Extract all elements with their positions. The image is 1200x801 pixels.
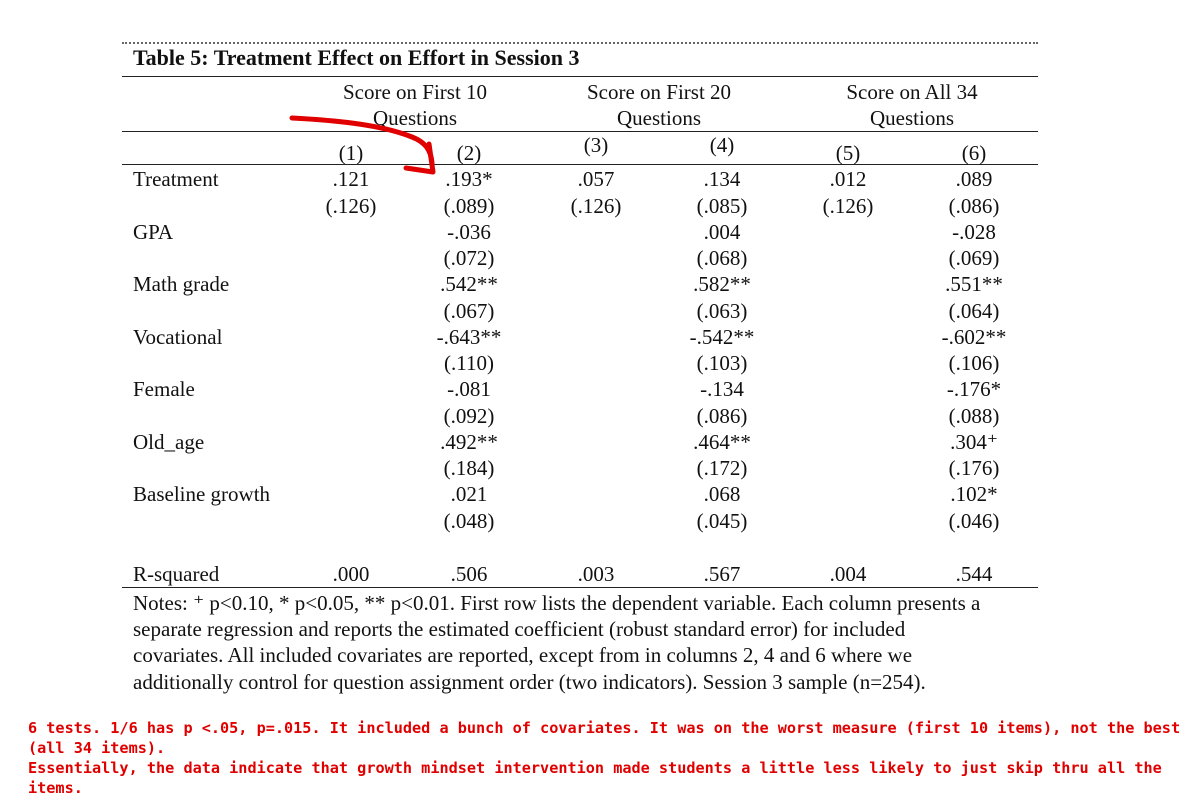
coefficient-cell: .068: [703, 482, 741, 506]
row-label: Math grade: [133, 272, 230, 296]
rsquared-value: .544: [955, 562, 993, 586]
group-header-rule: [122, 131, 1038, 132]
column-header-rule: [122, 164, 1038, 165]
standard-error-cell: (.068): [696, 246, 748, 270]
group-header-line2: Questions: [617, 106, 701, 130]
standard-error-cell: (.092): [443, 403, 495, 428]
coefficient-cell: .057: [577, 167, 615, 191]
column-number: (1): [338, 141, 364, 165]
title-rule: [122, 76, 1038, 77]
coefficient-cell: .021: [450, 482, 488, 506]
coefficient-cell: .121: [332, 167, 370, 191]
standard-error-cell: (.064): [948, 298, 1000, 323]
table-notes: Notes: ⁺ p<0.10, * p<0.05, ** p<0.01. Fi…: [133, 591, 981, 694]
standard-error-cell: (.176): [948, 456, 1000, 480]
rsquared-value: .003: [577, 562, 615, 586]
coefficient-cell: .464**: [693, 429, 751, 454]
standard-error-cell: (.048): [443, 508, 495, 533]
coefficient-cell: .134: [703, 167, 741, 191]
standard-error-cell: (.126): [822, 193, 874, 218]
coefficient-cell: .582**: [693, 272, 751, 296]
standard-error-cell: (.086): [696, 403, 748, 428]
coefficient-cell: -.542**: [689, 324, 755, 349]
coefficient-cell: .193*: [445, 167, 493, 191]
standard-error-cell: (.072): [443, 246, 495, 270]
top-dotted-rule: [122, 42, 1038, 44]
comment-line-2: Essentially, the data indicate that grow…: [28, 759, 1162, 797]
standard-error-cell: (.067): [443, 298, 495, 323]
standard-error-cell: (.069): [948, 246, 1000, 270]
row-label: Old_age: [133, 429, 205, 454]
bottom-rule: [122, 587, 1038, 588]
coefficient-cell: .492**: [440, 429, 498, 454]
coefficient-cell: .089: [955, 167, 993, 191]
group-header-line1: Score on First 20: [586, 80, 732, 104]
standard-error-cell: (.103): [696, 351, 748, 375]
rsquared-value: .506: [450, 562, 488, 586]
coefficient-cell: .304⁺: [950, 429, 998, 454]
coefficient-cell: .102*: [950, 482, 998, 506]
row-label: Baseline growth: [133, 482, 271, 506]
standard-error-cell: (.088): [948, 403, 1000, 428]
group-header-line2: Questions: [870, 106, 954, 130]
group-header-first20: Score on First 20 Questions: [549, 79, 769, 131]
rsquared-label: R-squared: [133, 562, 220, 586]
arrow-head: [403, 141, 436, 175]
standard-error-cell: (.086): [948, 193, 1000, 218]
column-number: (2): [456, 141, 482, 165]
rsquared-value: .000: [332, 562, 370, 586]
standard-error-cell: (.046): [948, 508, 1000, 533]
coefficient-cell: .542**: [440, 272, 498, 296]
standard-error-cell: (.172): [696, 456, 748, 480]
standard-error-cell: (.063): [696, 298, 748, 323]
standard-error-cell: (.184): [443, 456, 495, 480]
column-number: (6): [961, 141, 987, 165]
table-title: Table 5: Treatment Effect on Effort in S…: [133, 45, 580, 70]
standard-error-cell: (.085): [696, 193, 748, 218]
standard-error-cell: (.045): [696, 508, 748, 533]
column-number: (4): [709, 133, 735, 157]
coefficient-cell: .012: [829, 167, 867, 191]
rsquared-value: .004: [829, 562, 867, 586]
coefficient-cell: -.602**: [941, 324, 1007, 349]
row-label: GPA: [133, 219, 174, 244]
standard-error-cell: (.089): [443, 193, 495, 218]
rsquared-value: .567: [703, 562, 741, 586]
row-label: Female: [133, 377, 195, 401]
coefficient-cell: .004: [703, 219, 741, 244]
coefficient-cell: -.081: [447, 377, 491, 401]
column-number: (3): [583, 133, 609, 157]
coefficient-cell: -.028: [952, 219, 996, 244]
standard-error-cell: (.110): [444, 351, 494, 375]
group-header-line1: Score on All 34: [846, 80, 978, 104]
coefficient-cell: .551**: [945, 272, 1003, 296]
standard-error-cell: (.126): [570, 193, 622, 218]
coefficient-cell: -.643**: [436, 324, 502, 349]
coefficient-cell: -.036: [447, 219, 491, 244]
comment-line-1: 6 tests. 1/6 has p <.05, p=.015. It incl…: [28, 719, 1181, 757]
coefficient-cell: -.134: [700, 377, 744, 401]
row-label: Treatment: [133, 167, 219, 191]
group-header-first10: Score on First 10 Questions: [305, 79, 525, 131]
group-header-all34: Score on All 34 Questions: [802, 79, 1022, 131]
group-header-line2: Questions: [373, 106, 457, 130]
arrow-stroke: [289, 115, 435, 166]
coefficient-cell: -.176*: [946, 377, 1002, 401]
standard-error-cell: (.126): [325, 193, 377, 218]
column-number: (5): [835, 141, 861, 165]
group-header-line1: Score on First 10: [342, 80, 488, 104]
red-annotation-comment: 6 tests. 1/6 has p <.05, p=.015. It incl…: [28, 718, 1188, 798]
row-label: Vocational: [133, 324, 223, 349]
standard-error-cell: (.106): [948, 351, 1000, 375]
